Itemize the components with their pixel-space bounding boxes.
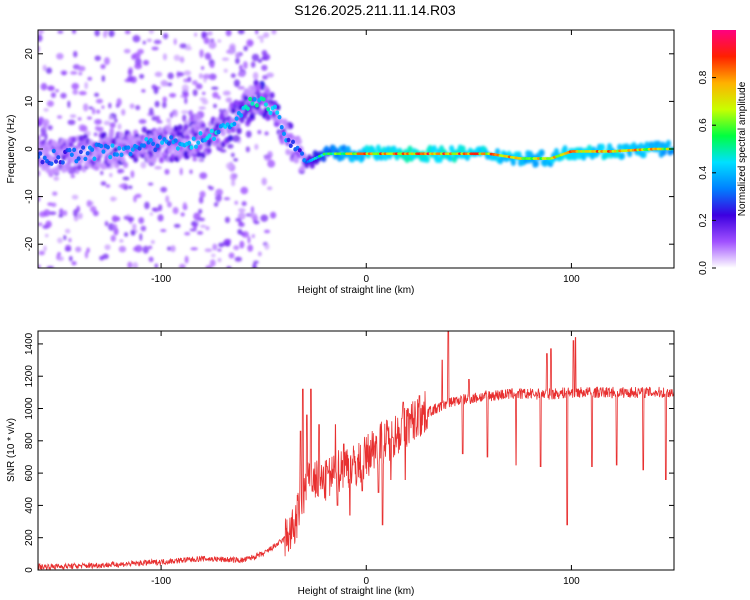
snr-y-tick-label: 600 (24, 464, 35, 481)
spectrogram-x-label: Height of straight line (km) (298, 285, 415, 296)
colorbar-tick-label: 0.0 (698, 261, 709, 275)
colorbar-label: Normalized spectral amplitude (737, 81, 748, 216)
figure-title: S126.2025.211.11.14.R03 (294, 2, 456, 18)
spectrogram-x-tick-label: 100 (563, 274, 580, 285)
snr-y-tick-label: 0 (24, 567, 35, 573)
snr-x-tick-label: 100 (563, 576, 580, 587)
spectrogram-heatmap (38, 30, 674, 268)
snr-frame (37, 330, 675, 571)
snr-x-tick-label: 0 (363, 576, 369, 587)
snr-series-line (37, 330, 675, 571)
spectrogram-y-tick-label: 0 (24, 146, 35, 152)
colorbar-tick-label: 0.2 (698, 213, 709, 227)
spectrogram-y-tick-label: 20 (24, 48, 35, 60)
spectrogram-x-tick-label: -100 (151, 274, 171, 285)
snr-y-tick-label: 800 (24, 432, 35, 449)
spectrogram-y-tick-label: 10 (24, 95, 35, 107)
colorbar-ticks: 0.0 0.2 0.4 0.6 0.8 (698, 70, 716, 275)
colorbar-tick-label: 0.4 (698, 165, 709, 179)
colorbar-tick-label: 0.6 (698, 118, 709, 132)
snr-x-tick-label: -100 (151, 576, 171, 587)
snr-y-tick-label: 200 (24, 529, 35, 546)
spectrogram-y-label: Frequency (Hz) (6, 115, 17, 184)
snr-plot-area (38, 331, 674, 570)
spectrogram-y-tick-label: -10 (24, 189, 35, 204)
colorbar-scale (712, 30, 736, 268)
snr-y-tick-label: 1000 (24, 397, 35, 420)
snr-y-label: SNR (10 * v/v) (6, 418, 17, 482)
colorbar: 0.0 0.2 0.4 0.6 0.8 Normalized spectral ampl… (698, 30, 748, 275)
snr-y-tick-label: 400 (24, 497, 35, 514)
spectrogram-y-tick-label: -20 (24, 237, 35, 252)
spectrogram-x-tick-label: 0 (363, 274, 369, 285)
snr-x-label: Height of straight line (km) (298, 586, 415, 597)
snr-y-tick-label: 1400 (24, 332, 35, 355)
snr-y-tick-label: 1200 (24, 365, 35, 388)
colorbar-tick-label: 0.8 (698, 70, 709, 84)
